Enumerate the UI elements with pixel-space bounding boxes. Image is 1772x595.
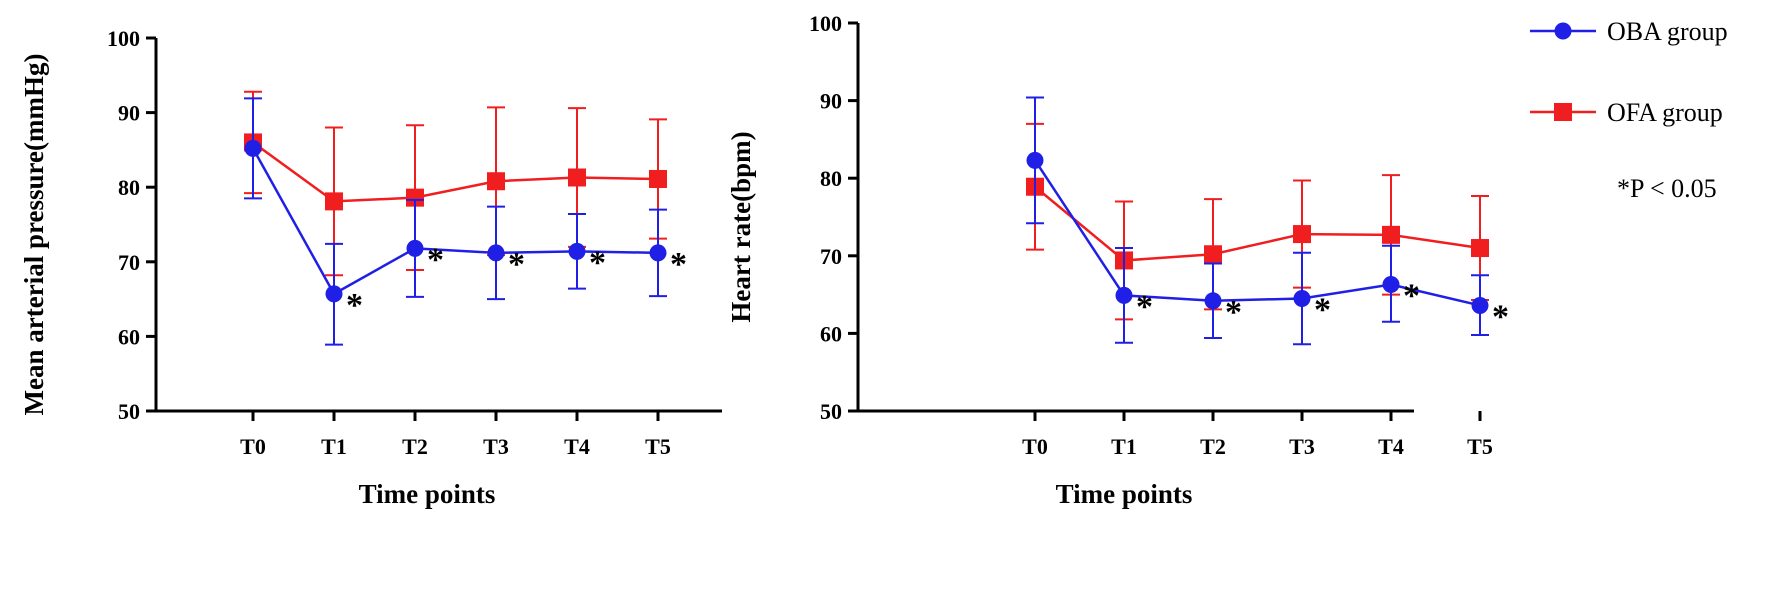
oba-group-line	[251, 147, 659, 296]
x-axis-title: Time points	[1056, 479, 1193, 509]
y-tick-label: 90	[118, 101, 140, 126]
x-tick-label: T1	[321, 434, 347, 459]
oba-group-point	[1382, 276, 1400, 294]
y-axis-title: Heart rate(bpm)	[726, 131, 756, 322]
oba-group-point	[1026, 151, 1044, 169]
ofa-group-point	[487, 172, 505, 191]
y-tick-label: 100	[107, 26, 140, 51]
oba-group-point	[649, 244, 667, 262]
oba-group-point	[1471, 296, 1489, 314]
x-tick-label: T1	[1111, 434, 1137, 459]
y-tick-label: 90	[820, 89, 842, 114]
significance-star: *	[346, 287, 363, 324]
ofa-group-point	[406, 188, 424, 207]
ofa-group-line	[1034, 185, 1481, 262]
significance-star: *	[508, 246, 525, 283]
y-tick-label: 70	[820, 244, 842, 269]
chart-mean-arterial-pressure: 50 60 70 80 90 100 T0 T1 T2 T3 T4 T5 Time points Mean…	[19, 26, 722, 509]
significance-star: *	[1225, 294, 1242, 331]
legend-significance-note: *P < 0.05	[1617, 174, 1717, 203]
x-tick-label: T0	[1022, 434, 1048, 459]
significance-star: *	[670, 246, 687, 283]
legend-ofa-marker	[1554, 103, 1572, 121]
x-tick-label: T3	[483, 434, 509, 459]
y-tick-label: 50	[820, 399, 842, 424]
ofa-group-point	[568, 168, 586, 187]
oba-group-point	[406, 239, 424, 257]
oba-group-point	[244, 139, 262, 157]
significance-star: *	[589, 244, 606, 281]
significance-star: *	[1314, 291, 1331, 328]
oba-group-point	[325, 285, 343, 303]
ofa-group-line	[252, 141, 659, 203]
oba-group-point	[1293, 289, 1311, 307]
significance-star: *	[1136, 288, 1153, 325]
y-tick-label: 60	[118, 324, 140, 349]
significance-star: *	[1403, 278, 1420, 315]
x-tick-label: T2	[1200, 434, 1226, 459]
legend-oba-marker	[1554, 22, 1572, 40]
significance-star: *	[1492, 298, 1509, 335]
x-tick-label: T5	[645, 434, 671, 459]
y-tick-label: 60	[820, 321, 842, 346]
x-tick-label: T0	[240, 434, 266, 459]
oba-group-point	[487, 244, 505, 262]
y-tick-label: 50	[118, 399, 140, 424]
y-tick-label: 70	[118, 250, 140, 275]
x-tick-label: T4	[564, 434, 590, 459]
y-tick-label: 100	[809, 11, 842, 36]
x-tick-label: T2	[402, 434, 428, 459]
ofa-group-point	[1204, 245, 1222, 264]
oba-group-point	[1115, 286, 1133, 304]
oba-group-line	[1033, 159, 1481, 307]
y-tick-label: 80	[820, 166, 842, 191]
ofa-group-point	[1382, 225, 1400, 244]
oba-group-point	[568, 242, 586, 260]
y-axis-title: Mean arterial pressure(mmHg)	[19, 54, 49, 416]
ofa-group-point	[649, 169, 667, 188]
ofa-group-point	[1293, 225, 1311, 244]
legend: OBA group OFA group *P < 0.05	[1530, 17, 1728, 203]
significance-star: *	[427, 241, 444, 278]
chart-heart-rate: 50 60 70 80 90 100 T0 T1 T2 T3 T4 T5 Time points Hear…	[726, 11, 1509, 509]
legend-ofa-label: OFA group	[1607, 98, 1723, 127]
x-tick-label: T4	[1378, 434, 1404, 459]
ofa-group-point	[325, 192, 343, 211]
oba-group-point	[1204, 292, 1222, 310]
legend-oba-label: OBA group	[1607, 17, 1728, 46]
x-axis-title: Time points	[359, 479, 496, 509]
ofa-group-point	[1471, 239, 1489, 258]
y-tick-label: 80	[118, 175, 140, 200]
x-tick-label: T5	[1467, 434, 1493, 459]
x-tick-label: T3	[1289, 434, 1315, 459]
